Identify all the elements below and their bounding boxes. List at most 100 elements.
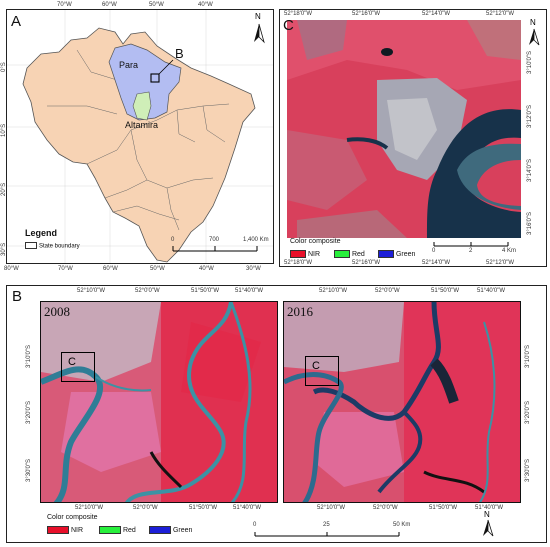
- lon-tick: 40°W: [198, 2, 213, 8]
- year-label-2008: 2008: [44, 304, 70, 319]
- zoom-box-label-2016: C: [312, 360, 320, 372]
- b-bottom-tick-right: 51°40'0"W: [475, 505, 504, 511]
- north-arrow-icon: [254, 23, 265, 44]
- scale-bar-b: [254, 532, 400, 537]
- b-top-tick-left: 51°40'0"W: [235, 288, 264, 294]
- panel-b-letter: B: [12, 288, 23, 305]
- bottom-lon-tick: 30°W: [246, 266, 261, 272]
- altamira-label: Altamira: [125, 120, 159, 130]
- b-bottom-tick-left: 51°40'0"W: [233, 505, 262, 511]
- brazil-outline: [22, 27, 256, 263]
- c-top-tick: 52°12'0"W: [486, 11, 515, 17]
- north-label-c: N: [530, 18, 536, 27]
- nir-swatch: [290, 250, 306, 258]
- legend-item-green: Green: [149, 526, 192, 534]
- bottom-lon-tick: 70°W: [58, 266, 73, 272]
- panel-c-zoom-map: 52°18'0"W 52°16'0"W 52°14'0"W 52°12'0"W …: [279, 9, 547, 267]
- scale-bar-c: [433, 242, 509, 247]
- zoom-box-2016: [305, 356, 339, 386]
- c-bottom-tick: 52°12'0"W: [486, 260, 515, 266]
- legend-item-red: Red: [99, 526, 136, 534]
- b-left-tick: 3°10'0"S: [26, 344, 32, 368]
- bottom-lon-tick: 40°W: [199, 266, 214, 272]
- c-bottom-tick: 52°14'0"W: [422, 260, 451, 266]
- inset-b-label: B: [175, 46, 184, 61]
- legend-title-c: Color composite: [290, 238, 341, 245]
- c-bottom-tick: 52°16'0"W: [352, 260, 381, 266]
- legend-title-b: Color composite: [47, 514, 98, 521]
- year-label-2016: 2016: [287, 304, 313, 319]
- scale-label: 25: [323, 522, 330, 528]
- c-right-tick: 3°12'0"S: [527, 104, 533, 128]
- b-right-tick: 3°20'0"S: [525, 400, 531, 424]
- scale-label: 1,400 Km: [243, 237, 269, 243]
- b-right-tick: 3°10'0"S: [525, 344, 531, 368]
- b-bottom-tick-right: 52°0'0"W: [373, 505, 398, 511]
- zoom-box-2008: [61, 352, 95, 382]
- state-boundary-swatch: [25, 242, 37, 249]
- scale-label: 0: [432, 248, 436, 254]
- legend-item-nir: NIR: [290, 250, 320, 258]
- b-top-tick-left: 51°50'0"W: [191, 288, 220, 294]
- lon-tick: 60°W: [102, 2, 117, 8]
- b-top-tick-right: 51°50'0"W: [431, 288, 460, 294]
- panel-b-comparison: B 52°10'0"W 52°0'0"W 51°50'0"W 51°40'0"W…: [6, 285, 547, 543]
- b-top-tick-right: 52°10'0"W: [319, 288, 348, 294]
- satellite-image-2008: [40, 301, 278, 503]
- green-swatch: [378, 250, 394, 258]
- north-arrow-icon: [483, 519, 494, 537]
- b-bottom-tick-left: 52°10'0"W: [75, 505, 104, 511]
- lon-tick: 50°W: [149, 2, 164, 8]
- c-top-tick: 52°18'0"W: [284, 11, 313, 17]
- bottom-lon-tick: 60°W: [103, 266, 118, 272]
- b-bottom-tick-left: 51°50'0"W: [189, 505, 218, 511]
- b-top-tick-right: 52°0'0"W: [375, 288, 400, 294]
- scale-label: 700: [209, 237, 220, 243]
- zoom-box-label-2008: C: [68, 356, 76, 368]
- red-swatch: [99, 526, 121, 534]
- legend-title-a: Legend: [25, 228, 58, 238]
- b-right-tick: 3°30'0"S: [525, 458, 531, 482]
- lat-tick: 20°S: [1, 182, 7, 196]
- green-swatch: [149, 526, 171, 534]
- brazil-map: [7, 10, 273, 263]
- b-left-tick: 3°20'0"S: [26, 400, 32, 424]
- para-state: [108, 43, 182, 121]
- c-right-tick: 3°14'0"S: [527, 158, 533, 182]
- legend-item-red: Red: [334, 250, 365, 258]
- satellite-image-2016: [283, 301, 521, 503]
- scale-label: 4 Km: [502, 248, 517, 254]
- legend-item-green: Green: [378, 250, 415, 258]
- panel-c-letter: C: [283, 17, 294, 34]
- lat-tick: 30°S: [1, 242, 7, 256]
- c-top-tick: 52°16'0"W: [352, 11, 381, 17]
- legend-item-state-boundary: State boundary: [25, 242, 80, 249]
- scale-label: 0: [253, 522, 257, 528]
- b-top-tick-right: 51°40'0"W: [477, 288, 506, 294]
- c-right-tick: 3°16'0"S: [527, 211, 533, 235]
- scale-label: 0: [171, 237, 175, 243]
- para-label: Para: [119, 60, 139, 70]
- north-label-a: N: [255, 12, 261, 21]
- c-satellite-image: [287, 20, 521, 238]
- red-swatch: [334, 250, 350, 258]
- scale-bar-a: [172, 246, 258, 252]
- north-label-b: N: [484, 510, 490, 519]
- b-bottom-tick-right: 51°50'0"W: [429, 505, 458, 511]
- bottom-lon-tick: 50°W: [150, 266, 165, 272]
- panel-a-letter: A: [11, 13, 22, 30]
- c-top-tick: 52°14'0"W: [422, 11, 451, 17]
- lon-tick: 70°W: [57, 2, 72, 8]
- lat-tick: 0°S: [1, 62, 7, 72]
- c-bottom-tick: 52°18'0"W: [284, 260, 313, 266]
- north-arrow-icon: [529, 28, 540, 46]
- legend-item-nir: NIR: [47, 526, 83, 534]
- altamira-municipality: [132, 91, 152, 121]
- nir-swatch: [47, 526, 69, 534]
- b-top-tick-left: 52°0'0"W: [135, 288, 160, 294]
- b-bottom-tick-left: 52°0'0"W: [133, 505, 158, 511]
- b-bottom-tick-right: 52°10'0"W: [317, 505, 346, 511]
- inset-b-marker: [150, 73, 160, 83]
- bottom-lon-tick: 80°W: [4, 266, 19, 272]
- b-top-tick-left: 52°10'0"W: [77, 288, 106, 294]
